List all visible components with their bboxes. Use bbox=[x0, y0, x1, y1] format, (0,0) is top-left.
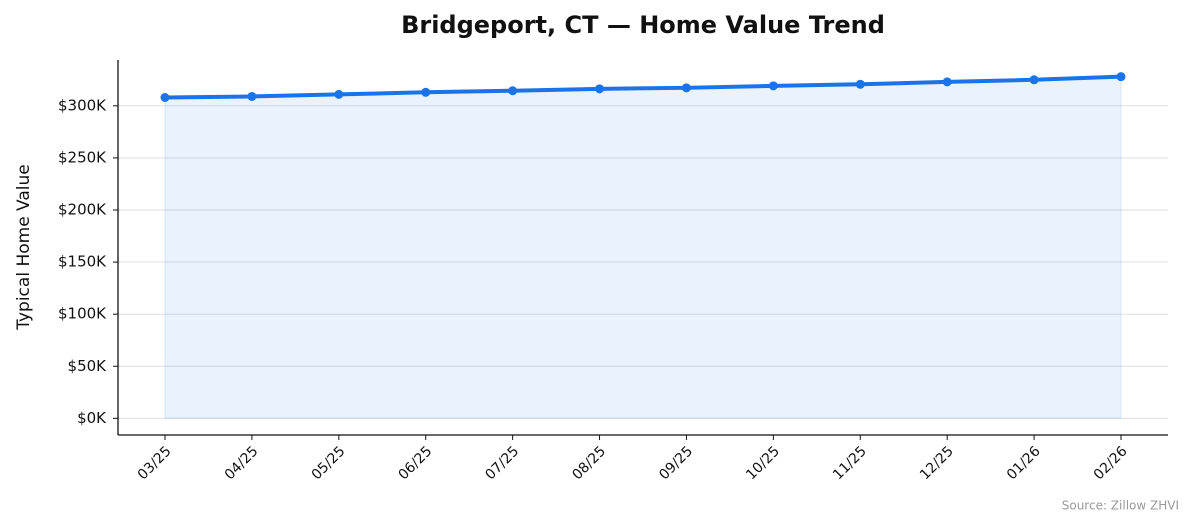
x-tick-label: 08/25 bbox=[569, 443, 609, 483]
line bbox=[164, 74, 1122, 100]
x-tick-label: 07/25 bbox=[482, 443, 522, 483]
marker bbox=[942, 77, 952, 87]
x-tick-label: 11/25 bbox=[830, 443, 870, 483]
x-tick-label: 03/25 bbox=[135, 443, 175, 483]
y-tick-label: $200K bbox=[58, 201, 107, 219]
marker bbox=[247, 91, 257, 101]
x-tick-label: 12/25 bbox=[917, 443, 957, 483]
marker bbox=[508, 86, 518, 96]
marker bbox=[421, 87, 431, 97]
chart-title: Bridgeport, CT — Home Value Trend bbox=[401, 11, 885, 39]
x-tick-label: 02/26 bbox=[1091, 443, 1131, 483]
marker bbox=[855, 79, 865, 89]
y-tick-label: $100K bbox=[58, 305, 107, 323]
x-tick-label: 05/25 bbox=[309, 443, 349, 483]
y-tick-label: $50K bbox=[68, 357, 108, 375]
marker bbox=[681, 83, 691, 93]
marker bbox=[768, 81, 778, 91]
marker bbox=[1116, 72, 1126, 82]
x-tick-label: 09/25 bbox=[656, 443, 696, 483]
x-tick-label: 06/25 bbox=[396, 443, 436, 483]
marker bbox=[595, 84, 605, 94]
source-note: Source: Zillow ZHVI bbox=[1062, 499, 1179, 513]
x-tick-label: 01/26 bbox=[1004, 443, 1044, 483]
y-tick-label: $150K bbox=[58, 253, 107, 271]
y-tick-label: $300K bbox=[58, 96, 107, 114]
y-tick-label: $0K bbox=[77, 409, 107, 427]
y-tick-label: $250K bbox=[58, 148, 107, 166]
marker bbox=[334, 89, 344, 99]
x-tick-label: 10/25 bbox=[743, 443, 783, 483]
marker bbox=[160, 93, 170, 102]
x-tick-label: 04/25 bbox=[222, 443, 262, 483]
y-axis-label: Typical Home Value bbox=[14, 164, 34, 331]
marker bbox=[1029, 75, 1039, 85]
area bbox=[164, 76, 1122, 419]
